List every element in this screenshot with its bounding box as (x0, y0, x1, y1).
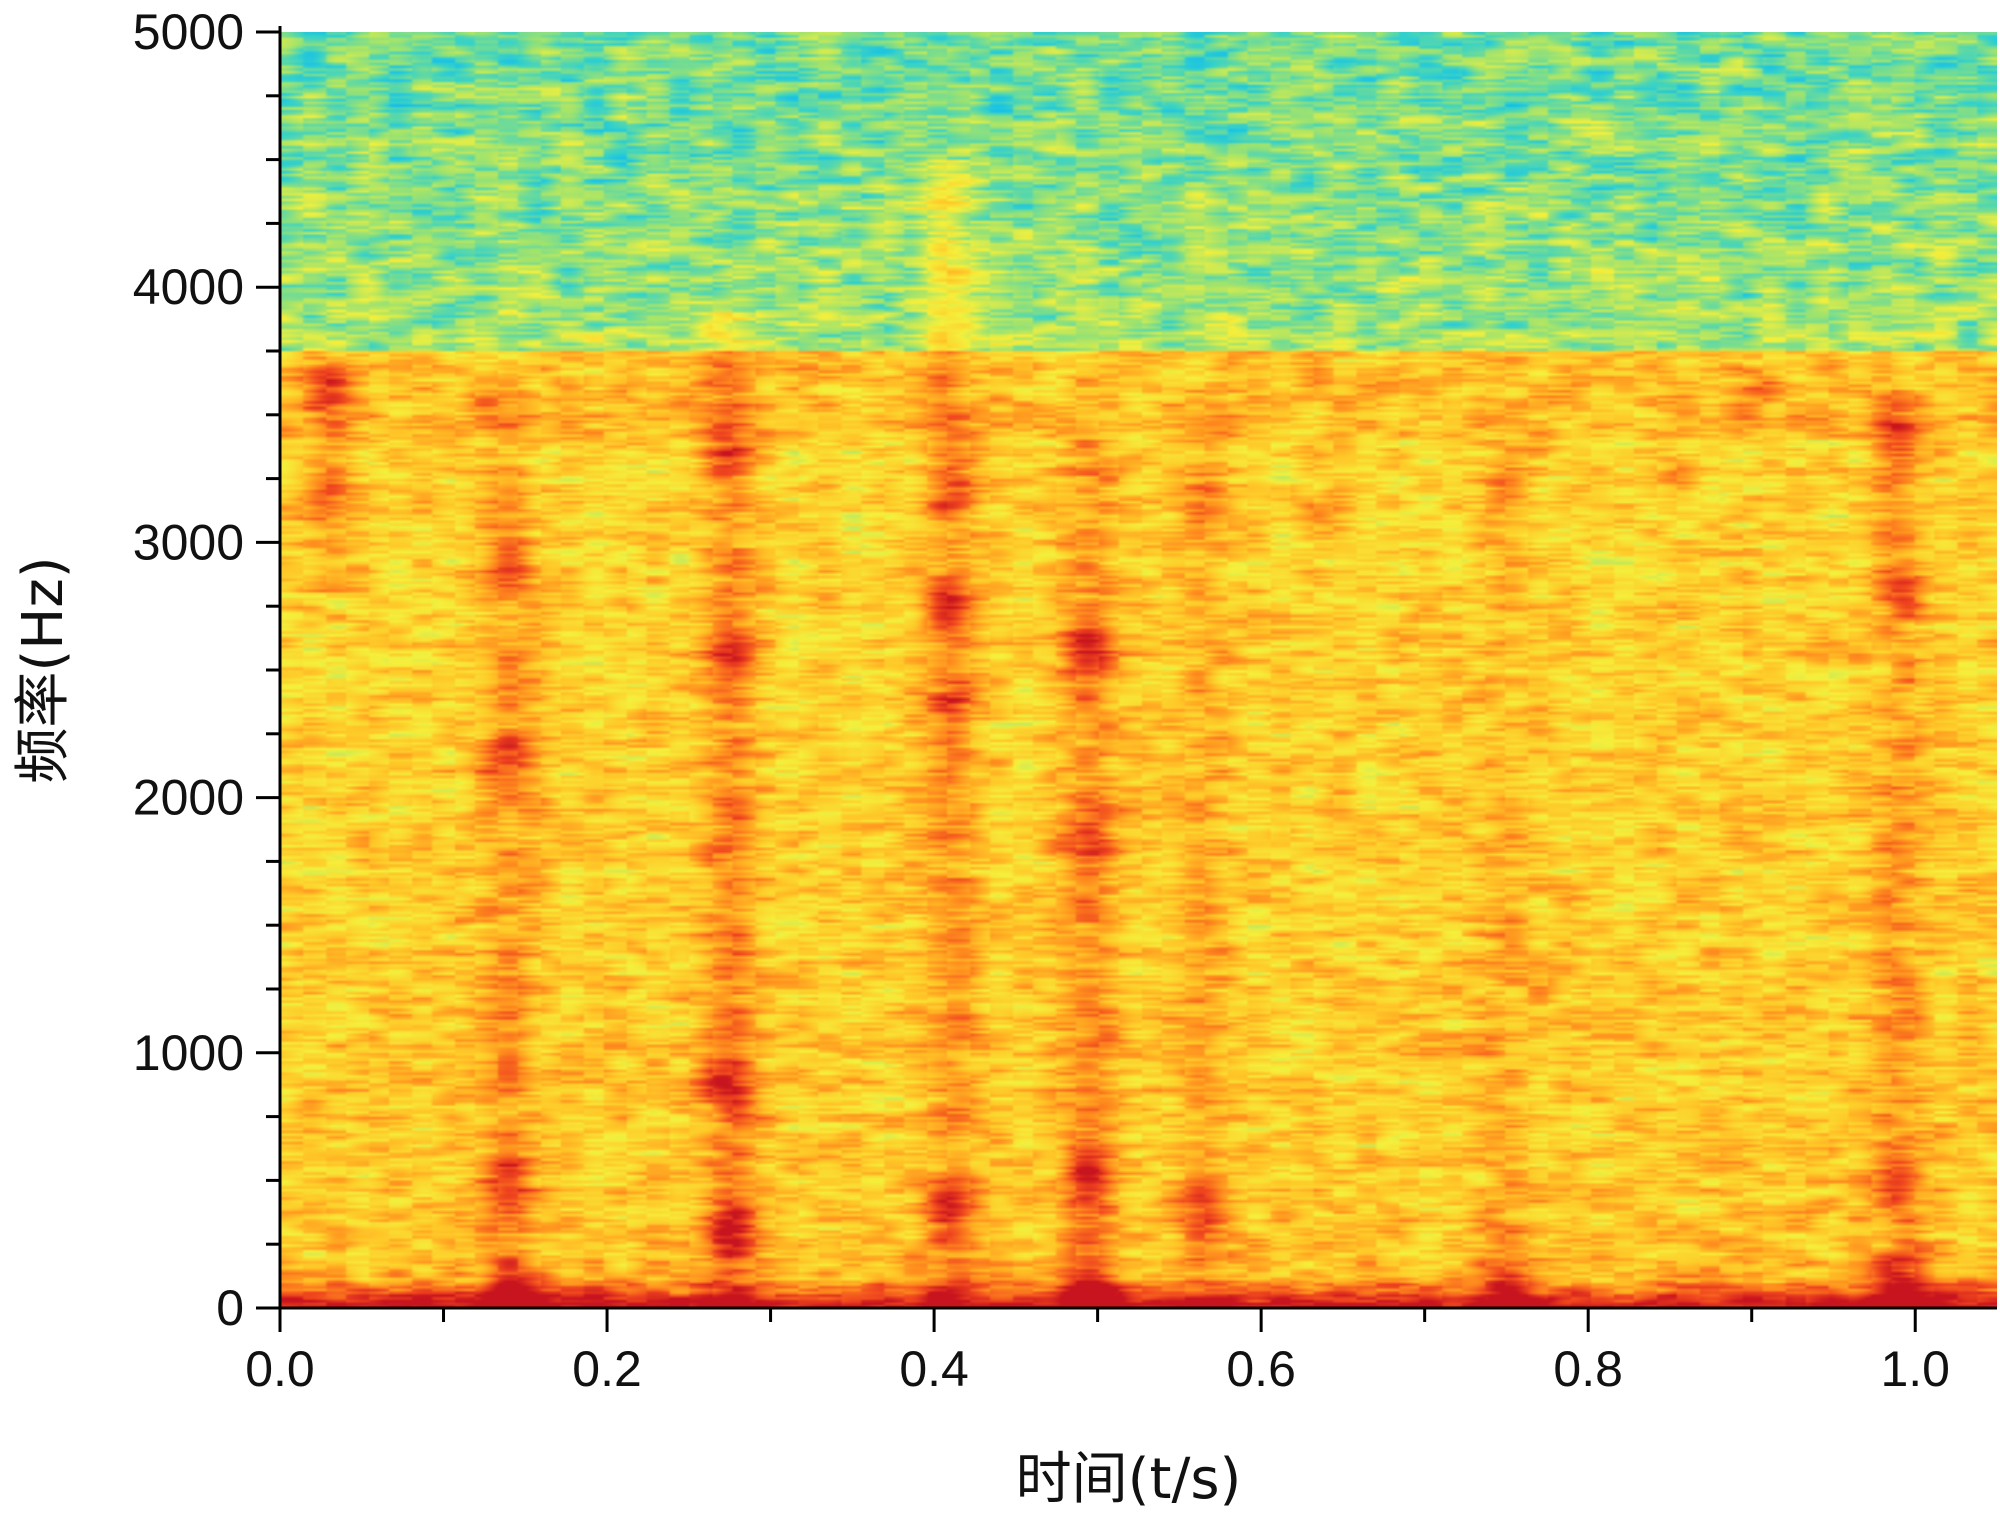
plot-area (280, 32, 1997, 1308)
x-tick-label: 0.0 (245, 1341, 315, 1397)
x-tick-label: 0.4 (899, 1341, 969, 1397)
x-tick-label: 0.2 (572, 1341, 642, 1397)
tick-labels: 0 1000 2000 3000 4000 5000 0.0 0.2 0.4 0.6 0.8 1.0 (133, 4, 1950, 1397)
y-axis-title: 频率(Hz) (11, 556, 76, 783)
spectrogram-heatmap (280, 32, 1997, 1308)
y-tick-label: 0 (216, 1280, 244, 1336)
y-tick-label: 5000 (133, 4, 244, 60)
x-tick-label: 0.8 (1553, 1341, 1623, 1397)
x-tick-label: 1.0 (1880, 1341, 1950, 1397)
x-axis-title: 时间(t/s) (1016, 1447, 1242, 1512)
y-tick-label: 3000 (133, 514, 244, 570)
y-tick-label: 1000 (133, 1025, 244, 1081)
x-tick-label: 0.6 (1226, 1341, 1296, 1397)
axes (256, 26, 1997, 1332)
y-tick-label: 2000 (133, 770, 244, 826)
y-tick-label: 4000 (133, 259, 244, 315)
